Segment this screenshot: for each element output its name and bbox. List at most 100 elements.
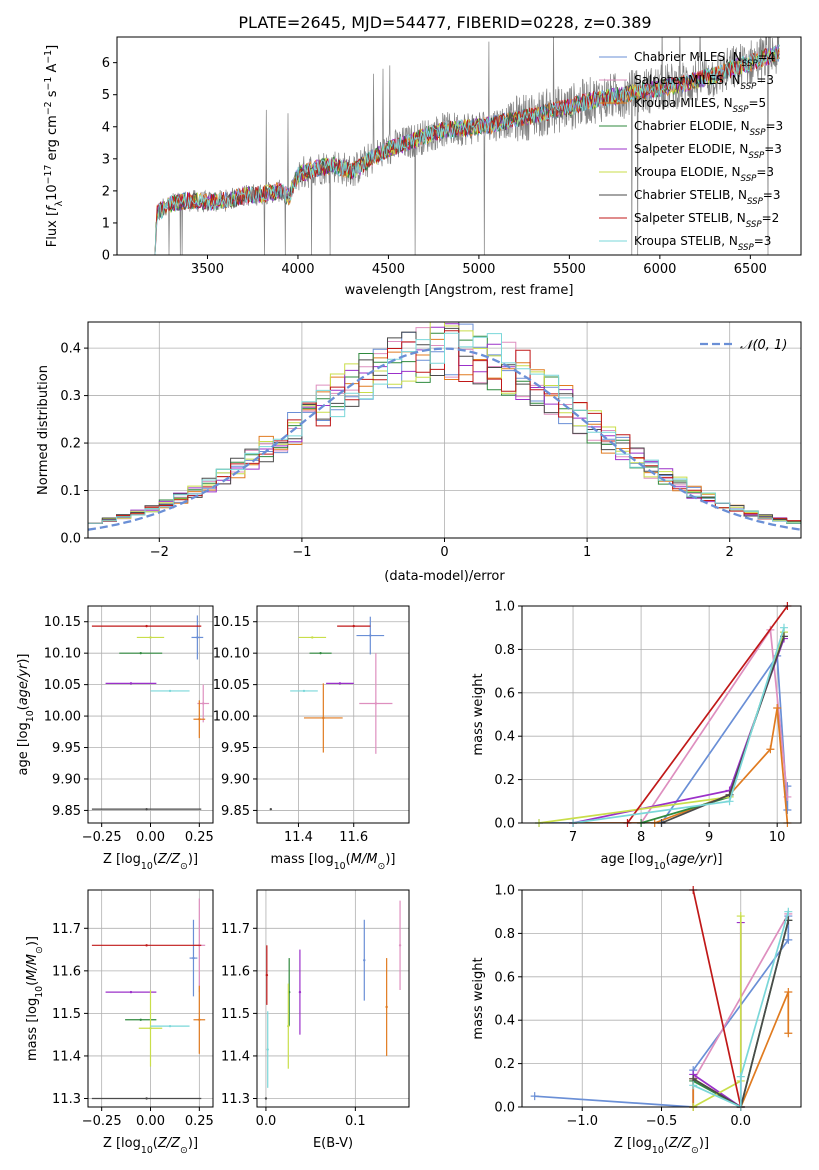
y-tick-label: 1.0	[494, 884, 515, 899]
y-tick-label: 9.90	[52, 772, 81, 787]
axes-frame	[256, 889, 410, 1108]
label-part: mass [log	[271, 852, 334, 867]
data-point	[385, 1005, 388, 1009]
label-part: Z [log	[614, 1136, 652, 1151]
label-part: 10	[25, 710, 36, 722]
y-tick-label: 11.3	[52, 1092, 81, 1107]
data-point	[145, 944, 148, 947]
label-part: SSP	[747, 197, 764, 207]
residual-panel: −2 −1 0 1 2 0.0 0.1 0.2 0.3 0.4 𝒩(0, 1) (data-model…	[36, 321, 802, 584]
spectrum-model-line	[154, 44, 780, 255]
weight-line	[539, 653, 789, 823]
data-point	[145, 807, 148, 811]
x-tick-label: 0.0	[256, 1114, 277, 1129]
data-point	[298, 990, 302, 994]
x-tick-label: −2	[150, 545, 169, 560]
weight-Z-panel: −1.0 −0.5 0.0 0.0 0.2 0.4 0.6 0.8 1.0 Z [log10(Z/…	[471, 884, 802, 1156]
y-axis-label: age [log10(age/yr)]	[16, 653, 36, 775]
label-part: age [log	[16, 722, 31, 775]
y-tick-label: 9.85	[221, 804, 250, 819]
label-part: SSP	[750, 128, 767, 138]
data-point	[369, 634, 372, 637]
weight-marker	[783, 805, 792, 814]
label-part: =5	[749, 96, 767, 110]
x-tick-label: 3500	[191, 262, 224, 277]
label-part: Z/Z	[157, 852, 181, 867]
spectrum-model-line	[154, 48, 780, 255]
data-point	[202, 702, 205, 705]
data-point	[352, 624, 355, 628]
weight-marker	[689, 1081, 698, 1090]
residual-histogram	[88, 322, 801, 524]
data-point	[198, 718, 201, 721]
y-tick-label: 10.00	[213, 710, 250, 725]
label-part: Z/Z	[668, 1136, 692, 1151]
y-tick-label: 11.7	[221, 922, 250, 937]
weight-marker	[784, 1029, 793, 1038]
y-tick-label: 0.0	[494, 1101, 515, 1116]
label-part: A	[45, 64, 60, 77]
y-tick-label: 10.05	[213, 678, 250, 693]
x-tick-label: 10	[769, 830, 786, 845]
axes-frame	[521, 889, 802, 1108]
x-axis-label: Z [log10(Z/Z⊙)]	[103, 852, 198, 872]
weight-line	[626, 606, 789, 823]
y-tick-label: 0.2	[494, 1057, 515, 1072]
label-part: −1	[43, 77, 54, 91]
y-tick-label: 11.5	[221, 1007, 250, 1022]
x-axis-label: Z [log10(Z/Z⊙)]	[614, 1136, 709, 1156]
label-part: ⊙	[180, 1145, 188, 1156]
label-part: Chabrier MILES, N	[634, 50, 742, 64]
x-tick-label: 0.25	[185, 830, 214, 845]
label-part: 10	[334, 861, 346, 872]
data-point	[266, 1048, 269, 1051]
label-part: =3	[763, 188, 781, 202]
y-tick-label: 0.4	[494, 730, 515, 745]
label-part: M/M	[351, 852, 378, 867]
label-part: age [log	[600, 852, 653, 867]
data-point	[311, 636, 314, 639]
label-part: ]	[45, 45, 60, 50]
label-part: Flux [	[45, 211, 60, 247]
label-part: λ	[54, 200, 65, 206]
y-tick-label: 0.8	[494, 643, 515, 658]
label-part: SSP	[746, 220, 763, 230]
y-tick-label: 2	[102, 184, 110, 199]
weight-line	[573, 707, 789, 823]
label-part: ⊙	[377, 861, 385, 872]
legend-label: Salpeter MILES, NSSP=3	[634, 73, 774, 92]
label-part: ⊙	[34, 946, 45, 954]
legend-label: Salpeter STELIB, NSSP=2	[634, 211, 779, 230]
label-part: age/yr	[16, 662, 31, 705]
data-point	[149, 636, 152, 639]
y-tick-label: 6	[102, 56, 110, 71]
weight-marker	[530, 1092, 539, 1101]
age-mass-panel: 11.4 11.6 9.85 9.90 9.95 10.00 10.05 10.10 10.15…	[213, 605, 410, 872]
y-tick-label: 0.8	[494, 927, 515, 942]
label-part: E(B-V)	[313, 1136, 353, 1151]
data-point	[192, 956, 195, 960]
x-tick-label: −1	[292, 545, 311, 560]
weight-marker	[784, 907, 793, 916]
label-part: −17	[43, 165, 54, 185]
label-part: (	[25, 981, 40, 986]
weight-line	[692, 920, 790, 1107]
label-part: =3	[756, 165, 774, 179]
x-axis-label: (data-model)/error	[384, 569, 505, 584]
data-point	[145, 1097, 148, 1100]
weight-marker	[736, 912, 745, 921]
y-axis-label: mass weight	[471, 673, 486, 755]
legend-label: 𝒩(0, 1)	[740, 338, 787, 353]
label-part: age/yr	[671, 852, 714, 867]
label-part: 10	[652, 1145, 664, 1156]
y-tick-label: 1	[102, 216, 110, 231]
label-part: Salpeter ELODIE, N	[634, 142, 748, 156]
y-tick-label: 0.2	[60, 437, 81, 452]
label-part: =4	[758, 50, 776, 64]
data-point	[129, 990, 133, 994]
x-tick-label: 0	[440, 545, 448, 560]
x-tick-label: 4000	[281, 262, 314, 277]
data-point	[198, 1018, 201, 1021]
x-tick-label: 6000	[643, 262, 676, 277]
